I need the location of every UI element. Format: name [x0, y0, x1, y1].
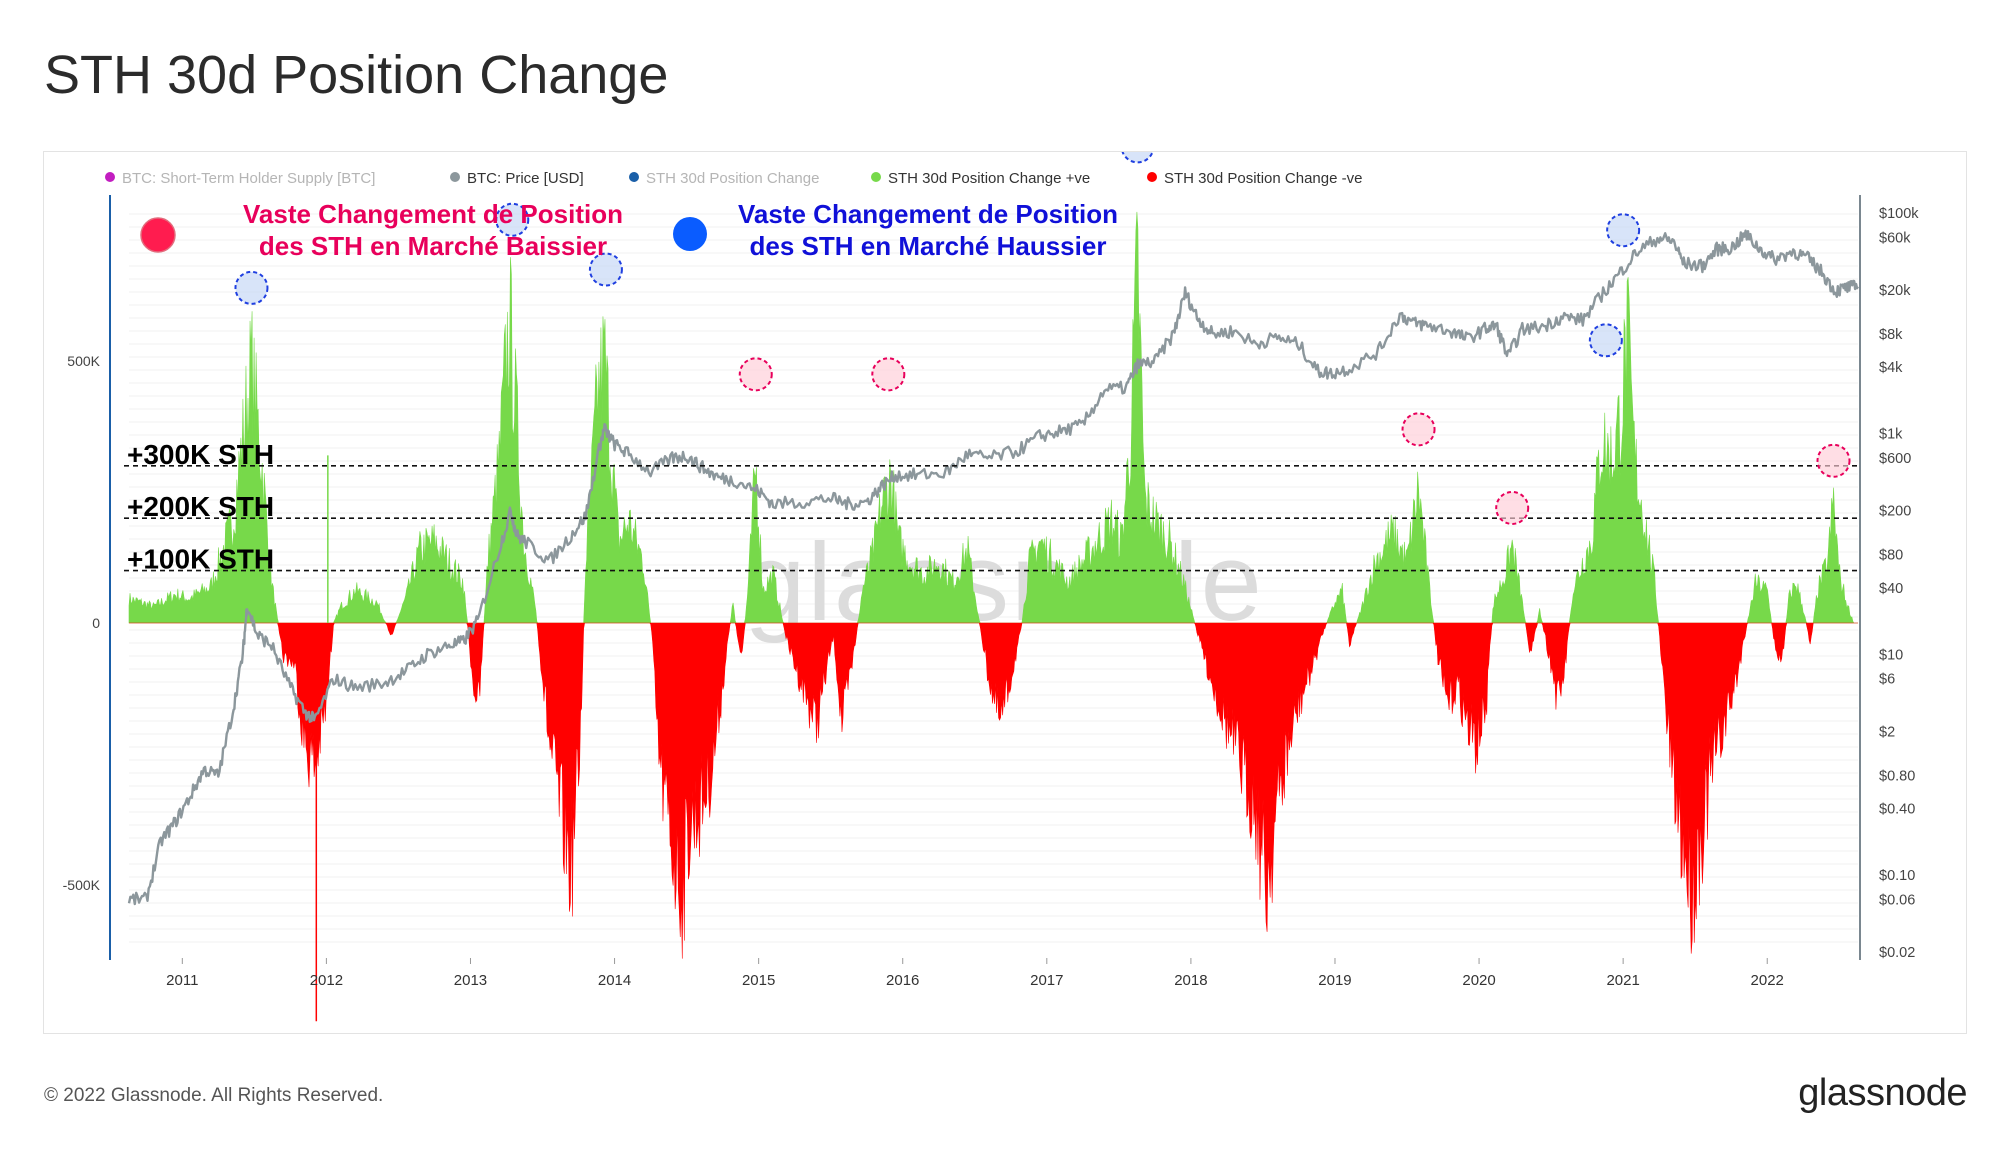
page-title: STH 30d Position Change — [44, 45, 669, 105]
footer-copyright: © 2022 Glassnode. All Rights Reserved. — [44, 1085, 384, 1106]
y-right-tick-label: $0.06 — [1879, 892, 1915, 908]
x-tick-label: 2011 — [166, 972, 198, 989]
x-tick-label: 2020 — [1462, 972, 1495, 989]
y-right-tick-label: $0.10 — [1879, 868, 1915, 884]
legend-item: BTC: Price [USD] — [450, 170, 584, 187]
legend-label: STH 30d Position Change — [646, 170, 819, 187]
y-right-tick-label: $80 — [1879, 548, 1903, 564]
price-line — [127, 229, 1860, 906]
legend-dot — [1147, 172, 1157, 182]
bull-marker-circle — [588, 252, 623, 287]
legend-label: STH 30d Position Change +ve — [888, 170, 1090, 187]
y-left-tick-label: 0 — [92, 615, 100, 631]
bull-marker-circle — [1606, 213, 1641, 248]
bear-annotation-line1: Vaste Changement de Position — [243, 199, 623, 229]
bull-marker-circle — [234, 270, 269, 305]
legend-item: BTC: Short-Term Holder Supply [BTC] — [105, 170, 375, 187]
bear-marker-circle — [871, 357, 906, 392]
glassnode-logo[interactable]: glassnode — [1798, 1072, 1967, 1114]
bear-legend-dot — [140, 217, 176, 253]
legend-item: STH 30d Position Change +ve — [871, 170, 1090, 187]
y-right-tick-label: $1k — [1879, 427, 1903, 443]
x-tick-label: 2013 — [454, 972, 487, 989]
bear-marker-circle — [738, 357, 773, 392]
y-right-tick-label: $600 — [1879, 451, 1911, 467]
x-tick-label: 2012 — [310, 972, 343, 989]
bear-marker-circle — [1816, 443, 1851, 478]
y-right-tick-label: $4k — [1879, 360, 1903, 376]
y-right-tick-label: $10 — [1879, 647, 1903, 663]
legend-label: BTC: Short-Term Holder Supply [BTC] — [122, 170, 375, 187]
y-right-tick-label: $6 — [1879, 672, 1895, 688]
y-right-tick-label: $0.02 — [1879, 945, 1915, 961]
x-tick-label: 2019 — [1318, 972, 1351, 989]
threshold-label: +200K STH — [127, 491, 274, 522]
legend-dot — [450, 172, 460, 182]
y-right-tick-label: $0.40 — [1879, 801, 1915, 817]
threshold-label: +100K STH — [127, 544, 274, 575]
chart-frame: BTC: Short-Term Holder Supply [BTC] BTC: … — [43, 151, 1967, 1034]
bull-marker-circle — [495, 202, 530, 237]
x-tick-label: 2021 — [1606, 972, 1639, 989]
x-tick-label: 2014 — [598, 972, 631, 989]
chart-legend: BTC: Short-Term Holder Supply [BTC] BTC: … — [105, 170, 1362, 187]
gridlines — [129, 213, 1858, 943]
x-tick-label: 2018 — [1174, 972, 1207, 989]
legend-item: STH 30d Position Change — [629, 170, 819, 187]
y-right-tick-label: $8k — [1879, 327, 1903, 343]
legend-label: STH 30d Position Change -ve — [1164, 170, 1362, 187]
bull-annotation-line2: des STH en Marché Haussier — [750, 231, 1107, 261]
y-right-tick-label: $0.80 — [1879, 768, 1915, 784]
bear-annotation-line2: des STH en Marché Baissier — [259, 231, 607, 261]
threshold-label: +300K STH — [127, 439, 274, 470]
y-right-tick-label: $60k — [1879, 230, 1911, 246]
x-tick-label: 2017 — [1030, 972, 1063, 989]
y-left-tick-label: 500K — [67, 353, 100, 369]
legend-item: STH 30d Position Change -ve — [1147, 170, 1362, 187]
negative-area — [129, 622, 1858, 959]
x-tick-label: 2015 — [742, 972, 775, 989]
bear-marker-circle — [1401, 412, 1436, 447]
y-right-tick-label: $200 — [1879, 504, 1911, 520]
legend-dot — [105, 172, 115, 182]
bear-marker-circle — [1495, 490, 1530, 525]
y-left-tick-label: -500K — [63, 877, 101, 893]
y-right-tick-label: $20k — [1879, 283, 1911, 299]
y-right-tick-label: $2 — [1879, 724, 1895, 740]
bull-marker-circle — [1121, 152, 1154, 164]
bull-legend-dot — [673, 217, 707, 251]
bull-marker-circle — [1588, 323, 1623, 358]
bull-annotation-line1: Vaste Changement de Position — [738, 199, 1118, 229]
x-tick-label: 2016 — [886, 972, 919, 989]
x-tick-label: 2022 — [1751, 972, 1784, 989]
legend-dot — [629, 172, 639, 182]
y-right-tick-label: $40 — [1879, 581, 1903, 597]
sth-position-change-chart: BTC: Short-Term Holder Supply [BTC] BTC: … — [63, 152, 1919, 1022]
legend-dot — [871, 172, 881, 182]
y-right-tick-label: $100k — [1879, 206, 1919, 222]
legend-label: BTC: Price [USD] — [467, 170, 584, 187]
